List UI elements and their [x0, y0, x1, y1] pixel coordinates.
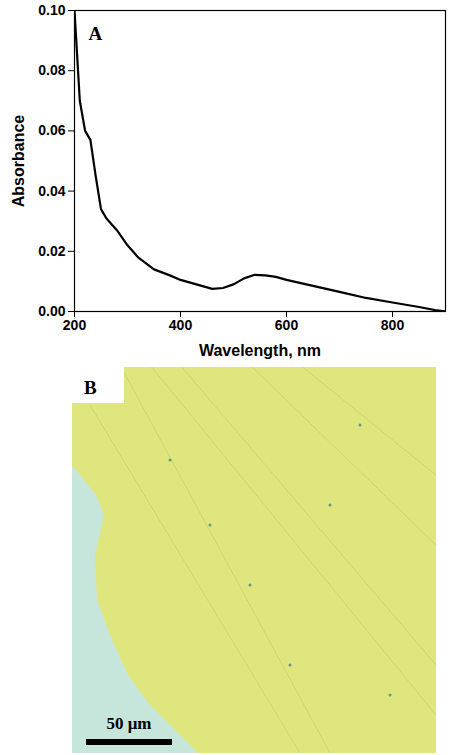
- svg-text:0.02: 0.02: [38, 243, 65, 259]
- svg-text:600: 600: [275, 317, 299, 333]
- svg-text:0.10: 0.10: [38, 2, 65, 18]
- svg-text:Wavelength, nm: Wavelength, nm: [199, 342, 321, 359]
- svg-text:0.06: 0.06: [38, 122, 65, 138]
- svg-text:A: A: [89, 23, 103, 44]
- svg-text:0.00: 0.00: [38, 303, 65, 319]
- svg-text:400: 400: [169, 317, 193, 333]
- svg-text:Absorbance: Absorbance: [10, 115, 27, 208]
- svg-text:0.04: 0.04: [38, 183, 65, 199]
- svg-text:50 μm: 50 μm: [106, 714, 151, 733]
- svg-text:0.08: 0.08: [38, 62, 65, 78]
- svg-text:B: B: [84, 377, 97, 398]
- svg-text:200: 200: [63, 317, 87, 333]
- svg-text:800: 800: [381, 317, 405, 333]
